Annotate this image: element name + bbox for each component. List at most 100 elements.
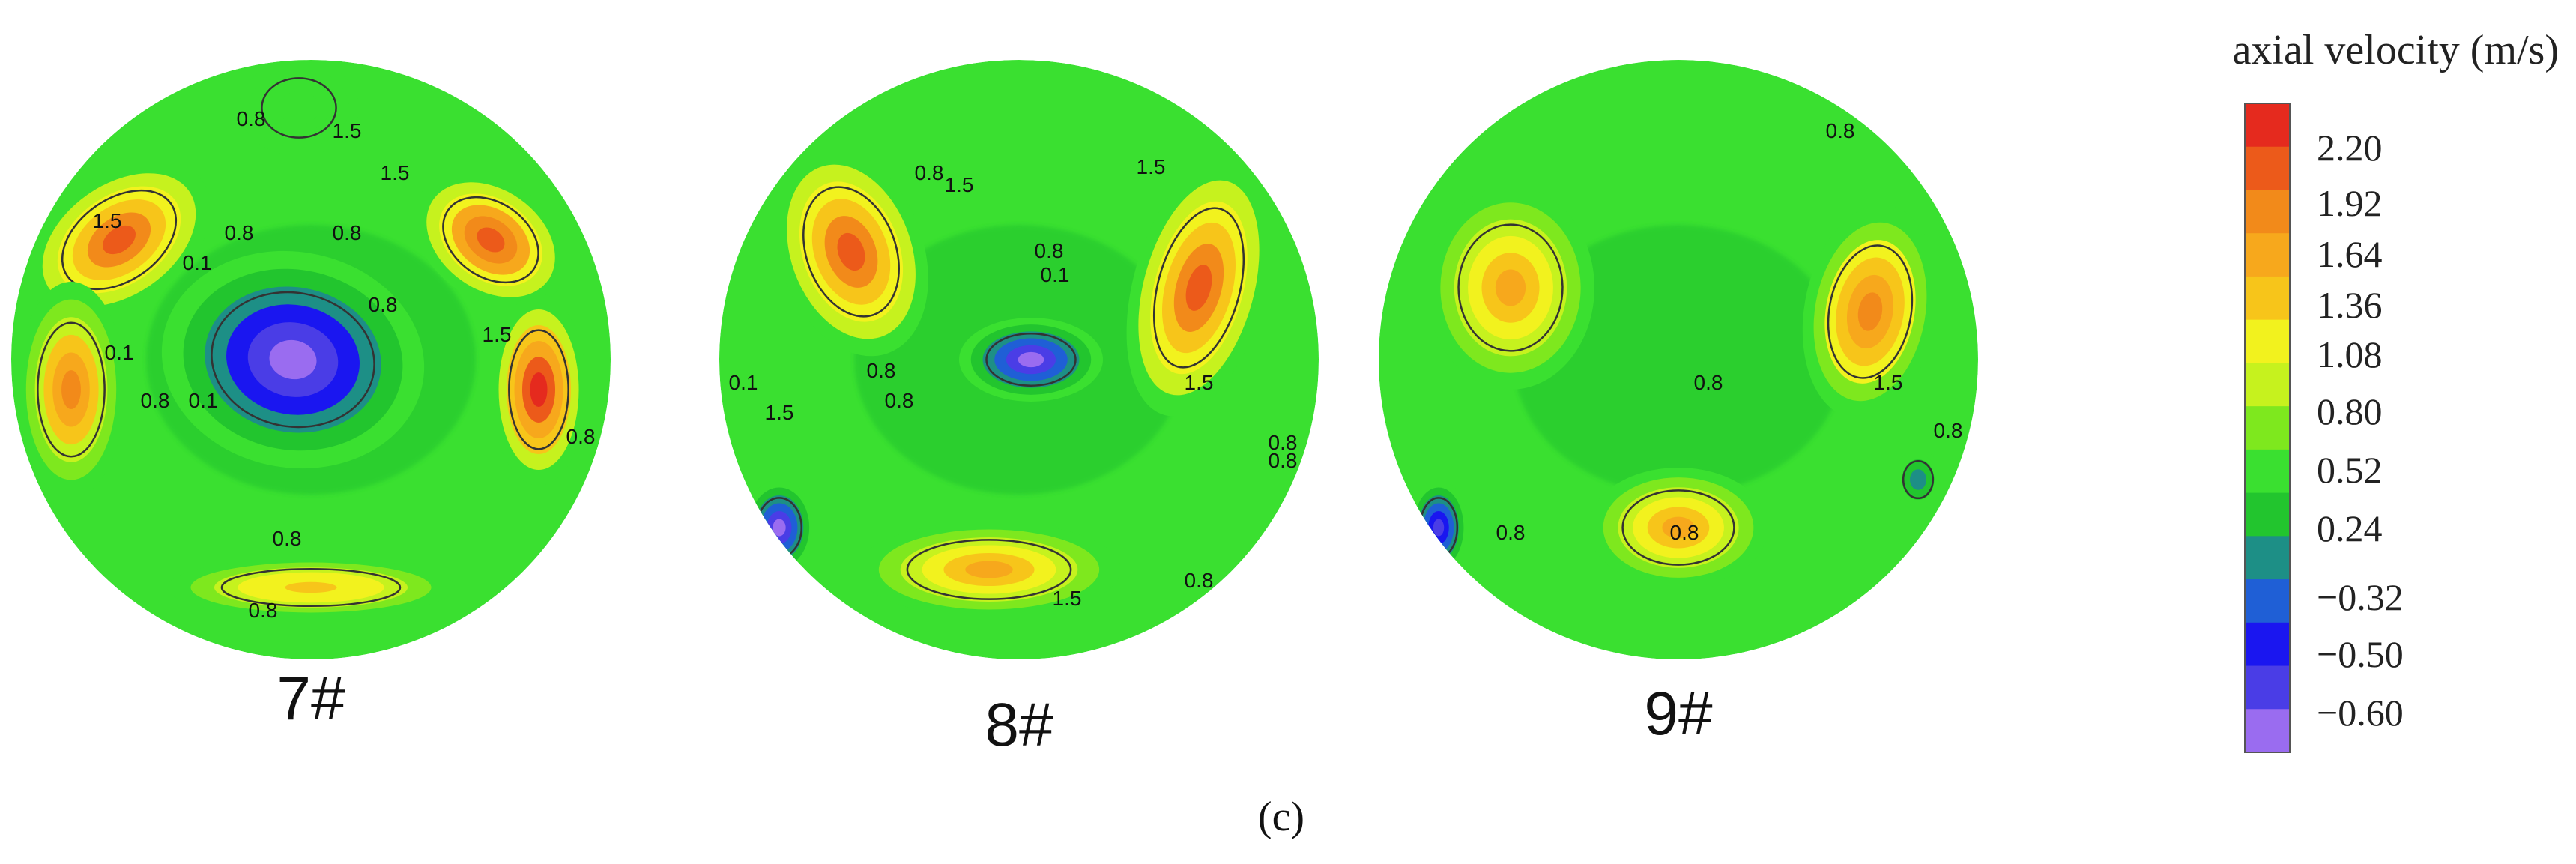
contour-label: 0.8	[369, 293, 398, 316]
contour-label: 1.5	[1185, 371, 1214, 394]
contour-line	[61, 189, 178, 291]
contour-band	[1514, 225, 1843, 495]
colorbar-swatch	[2245, 449, 2290, 494]
colorbar-tick-label: −0.50	[2317, 633, 2404, 675]
colorbar-tick-labels: 2.20 1.92 1.64 1.36 1.08 0.80 0.52 0.24 −0.32 −0.…	[2317, 127, 2404, 734]
colorbar-swatch	[2245, 190, 2290, 234]
colorbar-tick-label: −0.60	[2317, 692, 2404, 734]
contour-label: 1.5	[1137, 155, 1166, 178]
contour-label: 0.8	[249, 599, 278, 622]
colorbar-swatch	[2245, 536, 2290, 580]
contour-level	[1495, 269, 1526, 306]
contour-plot-7: 1.5 1.5 0.8 0.8 1.5 1.5 0.8 0.8 0.1 0.1 0.1 1.5 0.8 0…	[11, 60, 611, 659]
colorbar-swatch	[2245, 233, 2290, 277]
contour-level	[477, 227, 505, 253]
contour-level	[773, 519, 786, 537]
contour-label: 1.5	[333, 119, 362, 142]
hotspot	[17, 282, 125, 498]
contour-line	[1621, 489, 1735, 566]
contour-label: 0.8	[1412, 113, 1442, 136]
contour-label: 0.8	[1496, 521, 1526, 544]
hotspot	[743, 480, 815, 576]
contour-label: 1.5	[483, 323, 512, 346]
plot-name-9: 9#	[1644, 680, 1713, 748]
colorbar-swatch	[2245, 622, 2290, 667]
colorbar-swatch	[2245, 492, 2290, 537]
contour-label: 0.1	[729, 371, 758, 394]
contour-level	[1662, 516, 1695, 539]
colorbar-swatch	[2245, 363, 2290, 407]
contour-level	[61, 370, 81, 409]
contour-level	[530, 372, 548, 408]
colorbar-tick-label: 0.52	[2317, 449, 2383, 491]
contour-level	[965, 561, 1013, 578]
colorbar-tick-label: 1.36	[2317, 284, 2383, 326]
contour-level	[269, 339, 317, 380]
contour-label: 0.8	[333, 221, 362, 244]
hotspot	[1427, 186, 1594, 390]
colorbar-swatch	[2245, 103, 2290, 148]
contour-label: 1.5	[765, 401, 794, 424]
contour-label: 0.8	[1670, 521, 1699, 544]
contour-label: 0.8	[566, 425, 596, 448]
hotspot	[167, 558, 455, 617]
colorbar-swatch	[2245, 665, 2290, 710]
colorbar-swatch	[2245, 319, 2290, 363]
contour-label: 0.8	[141, 389, 170, 412]
contour-level	[288, 99, 310, 117]
contour-label: 0.1	[189, 389, 218, 412]
contour-label: 0.8	[1694, 371, 1723, 394]
contour-line	[985, 333, 1077, 387]
contour-label: 0.8	[273, 527, 302, 550]
contour-label: 0.8	[813, 83, 842, 106]
colorbar-swatch	[2245, 579, 2290, 623]
colorbar-swatches	[2245, 103, 2290, 753]
contour-field: 1.5 1.5 0.8 0.8 1.5 1.5 0.8 0.8 0.1 0.1 0.1 1.5 0.8 0…	[11, 60, 611, 659]
plot-name-7: 7#	[276, 665, 345, 733]
hotspot	[1409, 480, 1469, 576]
contour-label: 0.8	[225, 221, 254, 244]
contour-level	[285, 581, 337, 593]
contour-line	[442, 196, 539, 284]
contour-label: 0.1	[1041, 263, 1070, 286]
contour-label: 0.1	[183, 251, 212, 274]
contour-line	[508, 329, 569, 450]
contour-label: 0.8	[1269, 449, 1298, 472]
colorbar-tick-label: 1.64	[2317, 233, 2383, 275]
hotspot	[1894, 450, 1942, 510]
contour-label: 0.8	[1185, 569, 1214, 592]
panel-label: (c)	[1258, 794, 1304, 840]
colorbar-tick-label: 1.92	[2317, 182, 2383, 224]
contour-level	[837, 232, 865, 271]
hotspot	[161, 250, 425, 469]
colorbar-tick-label: 0.24	[2317, 507, 2383, 549]
contour-line	[802, 186, 900, 318]
contour-label: 0.8	[915, 161, 944, 184]
colorbar-legend: axial velocity (m/s) 2.20 1.92 1.64 1.36 1.0…	[2233, 27, 2559, 753]
contour-label: 0.8	[1934, 419, 1963, 442]
colorbar-swatch	[2245, 709, 2290, 753]
hotspot	[1126, 159, 1272, 417]
colorbar-border	[2244, 103, 2291, 753]
contour-label: 1.5	[93, 209, 122, 232]
contour-line	[1457, 223, 1564, 352]
hotspot	[491, 294, 587, 486]
contour-level	[1857, 292, 1883, 331]
contour-label: 0.8	[1269, 431, 1298, 454]
colorbar-tick-label: 0.80	[2317, 390, 2383, 432]
hotspot	[774, 147, 928, 357]
contour-label: 0.8	[237, 107, 266, 130]
plot-name-8: 8#	[985, 691, 1053, 759]
colorbar-swatch	[2245, 146, 2290, 190]
colorbar-tick-label: 2.20	[2317, 127, 2383, 169]
contour-level	[1018, 351, 1044, 368]
contour-level	[1185, 265, 1212, 311]
contour-level	[1433, 519, 1445, 537]
colorbar-tick-label: 1.08	[2317, 333, 2383, 375]
legend-title: axial velocity (m/s)	[2233, 27, 2559, 73]
contour-plot-8: 0.81.50.8 1.50.80.80.10.11.51.50.80.81.50…	[719, 60, 1319, 659]
contour-line	[1152, 207, 1245, 369]
contour-label: 0.8	[1826, 119, 1855, 142]
contour-label: 0.8	[1035, 239, 1064, 262]
